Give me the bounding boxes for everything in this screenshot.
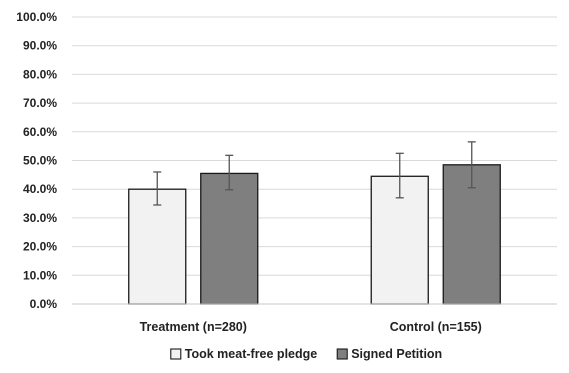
error-bar <box>395 152 404 199</box>
error-bar <box>153 171 162 206</box>
bar <box>200 172 259 305</box>
error-bars <box>153 141 476 206</box>
legend-swatch <box>336 348 348 360</box>
y-tick-label: 40.0% <box>23 182 57 196</box>
x-category-label: Treatment (n=280) <box>140 320 247 334</box>
y-axis-ticks: 0.0% 10.0% 20.0% 30.0% 40.0% 50.0% 60.0% 70.0% 8… <box>16 10 57 311</box>
legend-swatch <box>170 348 182 360</box>
error-bar <box>225 154 234 191</box>
y-tick-label: 60.0% <box>23 125 57 139</box>
legend-label: Signed Petition <box>351 347 442 361</box>
y-tick-label: 20.0% <box>23 240 57 254</box>
y-tick-label: 50.0% <box>23 154 57 168</box>
error-bar <box>467 141 476 189</box>
legend: Took meat-free pledge Signed Petition <box>170 347 442 361</box>
y-tick-label: 0.0% <box>30 297 58 311</box>
x-category-label: Control (n=155) <box>390 320 482 334</box>
y-tick-label: 70.0% <box>23 96 57 110</box>
y-tick-label: 100.0% <box>16 10 57 24</box>
y-tick-label: 80.0% <box>23 67 57 81</box>
y-tick-label: 90.0% <box>23 39 57 53</box>
y-tick-label: 10.0% <box>23 268 57 282</box>
legend-item: Signed Petition <box>336 347 442 361</box>
legend-item: Took meat-free pledge <box>170 347 317 361</box>
bar <box>128 188 187 305</box>
x-axis-categories: Treatment (n=280) Control (n=155) <box>140 320 482 334</box>
y-tick-label: 30.0% <box>23 211 57 225</box>
legend-label: Took meat-free pledge <box>185 347 317 361</box>
bars <box>128 164 501 305</box>
